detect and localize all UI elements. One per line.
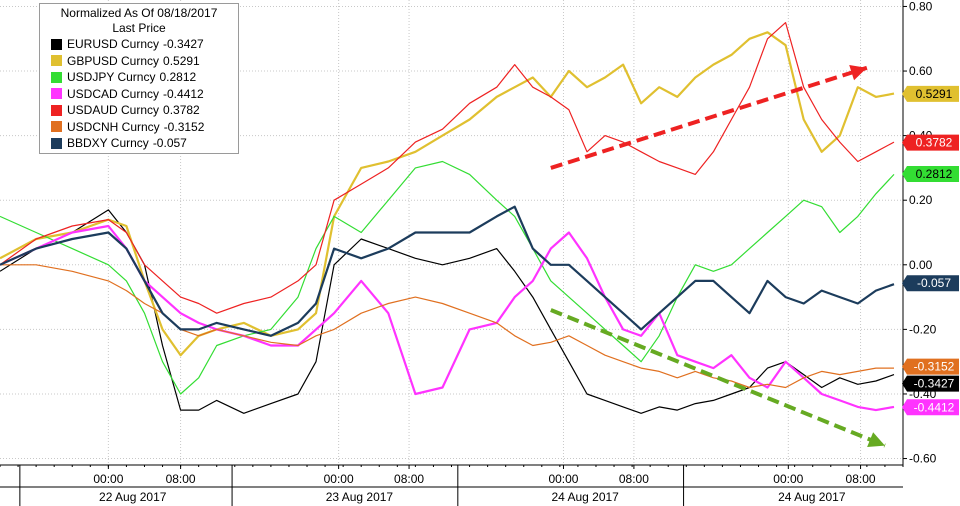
legend-entries: EURUSD Curncy -0.3427 GBPUSD Curncy 0.5291 U… xyxy=(40,36,238,152)
x-tick-label: 00:00 xyxy=(773,472,803,486)
last-price-badge: -0.4412 xyxy=(902,399,959,416)
legend-series-value: -0.3427 xyxy=(163,37,204,52)
legend-series-value: -0.057 xyxy=(152,136,187,151)
x-tick-label: 08:00 xyxy=(619,472,649,486)
axes: 0.800.600.400.200.00-0.20-0.40-0.6000:00… xyxy=(0,0,937,506)
y-tick-label: -0.60 xyxy=(909,452,937,466)
series-line-eurusd xyxy=(0,209,895,414)
legend-entry: USDJPY Curncy 0.2812 xyxy=(40,69,238,86)
series-layer xyxy=(0,22,895,414)
y-tick-label: 0.00 xyxy=(909,258,933,272)
legend-series-value: -0.3152 xyxy=(163,119,205,134)
badge-background xyxy=(902,358,959,375)
legend-entry: USDAUD Curncy 0.3782 xyxy=(40,102,238,119)
badge-background xyxy=(902,275,959,292)
badge-background xyxy=(902,375,959,392)
chart-subtitle: Last Price xyxy=(112,21,166,35)
legend-swatch xyxy=(51,137,62,149)
last-price-badges: 0.5291 0.3782 0.2812 -0.057 -0.3152 -0.3427 -0… xyxy=(902,85,959,416)
legend-series-value: -0.4412 xyxy=(163,86,204,101)
series-line-usdjpy xyxy=(0,160,895,395)
series-line-bbdxy xyxy=(0,205,895,337)
x-tick-label: 08:00 xyxy=(166,472,196,486)
legend-series-value: 0.3782 xyxy=(163,103,200,118)
trend-arrow-shaft xyxy=(550,308,886,448)
trend-arrows xyxy=(550,65,886,448)
last-price-badge: 0.2812 xyxy=(902,165,959,182)
legend: Normalized As Of 08/18/2017 Last Price E… xyxy=(39,3,239,154)
x-tick-label: 00:00 xyxy=(548,472,578,486)
x-date-label: 24 Aug 2017 xyxy=(778,490,846,504)
badge-value: 0.2812 xyxy=(916,167,953,181)
y-tick-label: 0.60 xyxy=(909,64,933,78)
legend-series-name: EURUSD Curncy xyxy=(67,37,160,52)
x-tick-label: 00:00 xyxy=(93,472,123,486)
legend-swatch xyxy=(51,104,62,116)
legend-swatch xyxy=(51,71,62,83)
last-price-badge: 0.5291 xyxy=(902,85,959,102)
legend-series-name: USDCNH Curncy xyxy=(67,119,160,134)
legend-entry: BBDXY Curncy -0.057 xyxy=(40,135,238,152)
legend-swatch xyxy=(51,88,62,100)
legend-series-name: BBDXY Curncy xyxy=(67,136,149,151)
y-tick-label: 0.20 xyxy=(909,193,933,207)
badge-background xyxy=(902,165,959,182)
legend-swatch xyxy=(51,55,62,67)
x-tick-label: 08:00 xyxy=(394,472,424,486)
badge-value: 0.3782 xyxy=(916,136,953,150)
badge-background xyxy=(902,85,959,102)
x-date-label: 24 Aug 2017 xyxy=(551,490,619,504)
legend-series-value: 0.5291 xyxy=(163,53,200,68)
badge-value: -0.4412 xyxy=(914,400,955,414)
y-tick-label: -0.20 xyxy=(909,322,937,336)
y-tick-label: 0.80 xyxy=(909,0,933,13)
badge-value: -0.057 xyxy=(917,276,951,290)
legend-series-value: 0.2812 xyxy=(159,70,197,85)
series-line-usdaud xyxy=(0,22,895,314)
x-tick-label: 00:00 xyxy=(324,472,354,486)
trend-arrow-shaft xyxy=(550,65,868,170)
legend-series-name: GBPUSD Curncy xyxy=(67,53,160,68)
legend-entry: GBPUSD Curncy 0.5291 xyxy=(40,53,238,70)
badge-value: -0.3152 xyxy=(914,360,955,374)
legend-entry: USDCAD Curncy -0.4412 xyxy=(40,86,238,103)
trend-arrow-head xyxy=(849,65,867,81)
legend-series-name: USDAUD Curncy xyxy=(67,103,160,118)
legend-swatch xyxy=(51,38,62,50)
x-date-label: 23 Aug 2017 xyxy=(326,490,394,504)
legend-swatch xyxy=(51,121,62,133)
chart-title: Normalized As Of 08/18/2017 xyxy=(60,6,218,20)
series-line-usdcad xyxy=(0,224,895,412)
legend-series-name: USDCAD Curncy xyxy=(67,86,160,101)
badge-background xyxy=(902,134,959,151)
x-date-label: 22 Aug 2017 xyxy=(99,490,167,504)
badge-value: 0.5291 xyxy=(916,87,953,101)
last-price-badge: -0.3427 xyxy=(902,375,959,392)
last-price-badge: -0.3152 xyxy=(902,358,959,375)
legend-series-name: USDJPY Curncy xyxy=(67,70,156,85)
badge-value: -0.3427 xyxy=(914,377,955,391)
legend-entry: EURUSD Curncy -0.3427 xyxy=(40,36,238,53)
last-price-badge: 0.3782 xyxy=(902,134,959,151)
last-price-badge: -0.057 xyxy=(902,275,959,292)
badge-background xyxy=(902,399,959,416)
trend-arrow-head xyxy=(867,432,885,448)
series-line-gbpusd xyxy=(0,31,895,357)
legend-entry: USDCNH Curncy -0.3152 xyxy=(40,119,238,136)
x-tick-label: 08:00 xyxy=(846,472,876,486)
